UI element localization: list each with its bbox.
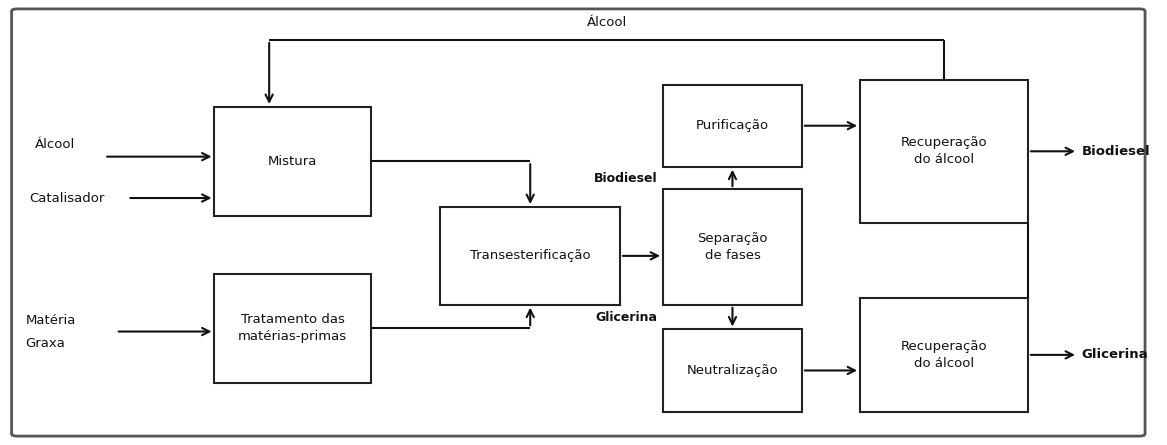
Bar	[440, 207, 620, 305]
Text: Glicerina: Glicerina	[1082, 348, 1148, 361]
Text: Recuperação
do álcool: Recuperação do álcool	[901, 340, 987, 370]
Bar	[860, 80, 1028, 222]
Text: Glicerina: Glicerina	[595, 311, 657, 324]
Bar	[663, 329, 802, 412]
Text: Tratamento das
matérias-primas: Tratamento das matérias-primas	[238, 313, 348, 343]
Bar	[860, 298, 1028, 412]
Text: Biodiesel: Biodiesel	[594, 171, 657, 185]
Text: Álcool: Álcool	[587, 16, 627, 29]
Text: Mistura: Mistura	[268, 155, 317, 168]
Text: Biodiesel: Biodiesel	[1082, 145, 1149, 158]
Text: Álcool: Álcool	[35, 138, 75, 151]
Text: Neutralização: Neutralização	[686, 364, 778, 377]
Text: Purificação: Purificação	[696, 119, 769, 132]
Text: Separação
de fases: Separação de fases	[697, 232, 768, 262]
FancyBboxPatch shape	[12, 9, 1145, 436]
Bar	[215, 274, 371, 383]
Bar	[215, 107, 371, 216]
Text: Recuperação
do álcool: Recuperação do álcool	[901, 136, 987, 166]
Bar	[663, 85, 802, 167]
Text: Graxa: Graxa	[26, 337, 65, 350]
Text: Matéria: Matéria	[26, 314, 76, 327]
Text: Catalisador: Catalisador	[29, 191, 104, 205]
Text: Transesterificação: Transesterificação	[470, 249, 591, 263]
Bar	[663, 189, 802, 305]
